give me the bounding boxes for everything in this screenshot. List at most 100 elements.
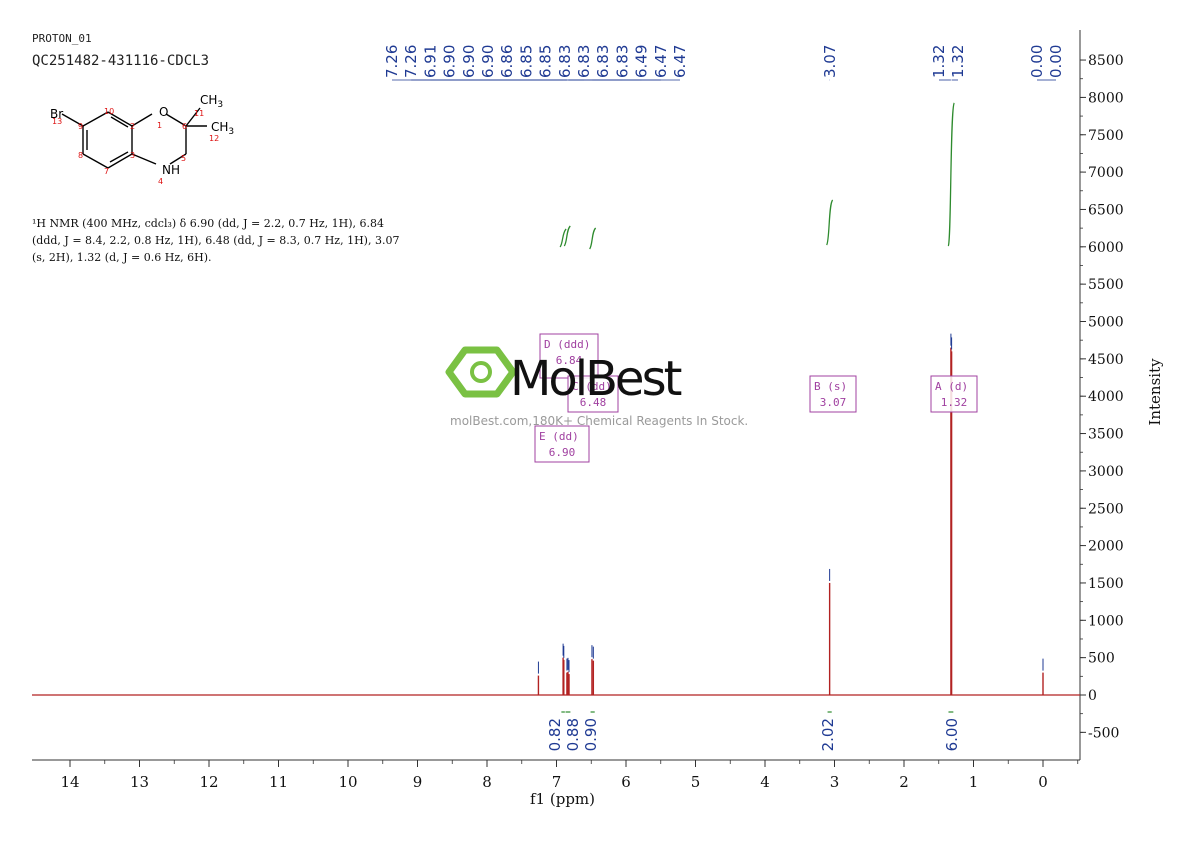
x-tick-label: 4	[760, 773, 770, 791]
atom-label: Br	[50, 107, 63, 121]
multiplet-label: E (dd)	[539, 430, 579, 443]
multiplet-label: C (dd)	[572, 380, 612, 393]
peak-label-group-1.32: 1.32 1.32	[930, 45, 967, 81]
multiplet-label: D (ddd)	[544, 338, 590, 351]
peak-label: 6.83	[556, 45, 574, 78]
integral-value: 0.82	[546, 718, 564, 751]
atom-number: 5	[181, 154, 186, 163]
atom-label: CH3	[200, 93, 223, 110]
integral-curves: 0.82 0.88 0.90 2.02 6.00	[546, 102, 961, 751]
molbest-hexagon-icon	[445, 346, 517, 398]
sample-id: PROTON_01	[32, 32, 92, 45]
peak-label: 7.26	[402, 45, 420, 78]
x-tick-label: 10	[338, 773, 357, 791]
peak-label: 6.90	[441, 45, 459, 78]
peak-label: 6.83	[613, 45, 631, 78]
peak-label: 6.86	[498, 45, 516, 78]
atom-number: 10	[104, 107, 114, 116]
y-tick-label: 2000	[1088, 539, 1124, 555]
y-tick-label: 7000	[1088, 165, 1124, 181]
atom-label: CH3	[211, 120, 234, 137]
atom-number: 13	[52, 117, 62, 126]
atom-number: 12	[209, 134, 219, 143]
integral-value: 2.02	[819, 718, 837, 751]
peak-label: 6.47	[671, 45, 689, 78]
multiplet-value: 6.48	[580, 396, 607, 409]
integral-curve	[559, 228, 567, 248]
peak-label-group-aromatic: 7.26 7.26 6.91 6.90 6.90 6.90 6.86 6.85 6.85 6.83…	[383, 45, 689, 81]
y-axis-label: Intensity	[1146, 358, 1164, 426]
nmr-description-line-3: (s, 2H), 1.32 (d, J = 0.6 Hz, 6H).	[32, 251, 212, 264]
y-tick-label: 500	[1088, 651, 1115, 667]
y-tick-label: 7500	[1088, 128, 1124, 144]
y-tick-label: 1500	[1088, 576, 1124, 592]
x-tick-label: 14	[60, 773, 79, 791]
x-tick-label: 7	[552, 773, 562, 791]
multiplet-value: 6.90	[549, 446, 576, 459]
peak-labels: 7.26 7.26 6.91 6.90 6.90 6.90 6.86 6.85 6.85 6.83…	[383, 45, 1065, 81]
peak-label: 6.90	[460, 45, 478, 78]
y-tick-label: 6500	[1088, 202, 1124, 218]
x-tick-label: 1	[969, 773, 979, 791]
peak-label-group-0.00: 0.00 0.00	[1028, 45, 1065, 81]
sample-name: QC251482-431116-CDCL3	[32, 53, 210, 69]
peak-label: 6.47	[652, 45, 670, 78]
nmr-description-line-2: (ddd, J = 8.4, 2.2, 0.8 Hz, 1H), 6.48 (d…	[32, 234, 400, 247]
peak-label: 1.32	[930, 45, 948, 78]
x-tick-label: 9	[413, 773, 423, 791]
multiplet-box: C (dd) 6.48	[567, 375, 619, 413]
multiplet-value: 6.84	[556, 354, 583, 367]
y-tick-label: 5500	[1088, 277, 1124, 293]
atom-number: 8	[78, 151, 83, 160]
y-tick-label: 8500	[1088, 53, 1124, 69]
atom-label: O	[159, 105, 168, 119]
x-tick-label: 12	[199, 773, 218, 791]
peak-label: 0.00	[1028, 45, 1046, 78]
x-tick-label: 8	[482, 773, 492, 791]
peak-label: 1.32	[949, 45, 967, 78]
atom-number: 11	[194, 109, 204, 118]
peak-label: 6.83	[594, 45, 612, 78]
integral-value: 0.88	[564, 718, 582, 751]
x-tick-label: 3	[830, 773, 840, 791]
x-tick-label: 13	[130, 773, 149, 791]
nmr-description: ¹H NMR (400 MHz, cdcl₃) δ 6.90 (dd, J = …	[32, 215, 412, 266]
peak-label-group-3.07: 3.07	[821, 45, 839, 81]
y-tick-label: 6000	[1088, 240, 1124, 256]
y-tick-label: 2500	[1088, 501, 1124, 517]
x-axis-label: f1 (ppm)	[530, 790, 595, 808]
x-tick-label: 5	[691, 773, 701, 791]
peak-label: 6.49	[633, 45, 651, 78]
atom-label: NH	[162, 163, 180, 177]
peak-label: 0.00	[1047, 45, 1065, 78]
y-tick-label: 3000	[1088, 464, 1124, 480]
watermark-tagline: molBest.com,180K+ Chemical Reagents In S…	[450, 414, 749, 428]
axes: 14 13 12 11 10 9 8 7 6 5 4 3 2 1 0-5000500100015002000…	[32, 30, 1124, 791]
integral-value: 0.90	[582, 718, 600, 751]
molbest-logo: MolBest	[445, 346, 685, 407]
y-tick-label: 5000	[1088, 315, 1124, 331]
atom-number: 1	[157, 121, 162, 130]
y-tick-label: 0	[1088, 688, 1097, 704]
x-tick-label: 2	[899, 773, 909, 791]
atom-number: 2	[130, 122, 135, 131]
peak-label: 3.07	[821, 45, 839, 78]
multiplet-value: 3.07	[820, 396, 847, 409]
multiplet-box: B (s) 3.07	[809, 375, 857, 413]
molbest-wordmark: MolBest	[510, 351, 682, 407]
peak-label: 6.90	[479, 45, 497, 78]
y-tick-label: 3500	[1088, 427, 1124, 443]
peak-label: 6.85	[537, 45, 555, 78]
atom-number: 9	[78, 122, 83, 131]
multiplet-label: B (s)	[814, 380, 847, 393]
peak-label: 6.83	[575, 45, 593, 78]
molbest-ring-icon	[470, 361, 492, 383]
atom-number: 7	[104, 167, 109, 176]
x-tick-label: 6	[621, 773, 631, 791]
y-tick-label: 1000	[1088, 613, 1124, 629]
integral-curve	[589, 227, 597, 250]
integral-curve	[563, 225, 571, 247]
atom-number: 4	[158, 177, 163, 186]
multiplet-box: A (d) 1.32	[930, 375, 978, 413]
